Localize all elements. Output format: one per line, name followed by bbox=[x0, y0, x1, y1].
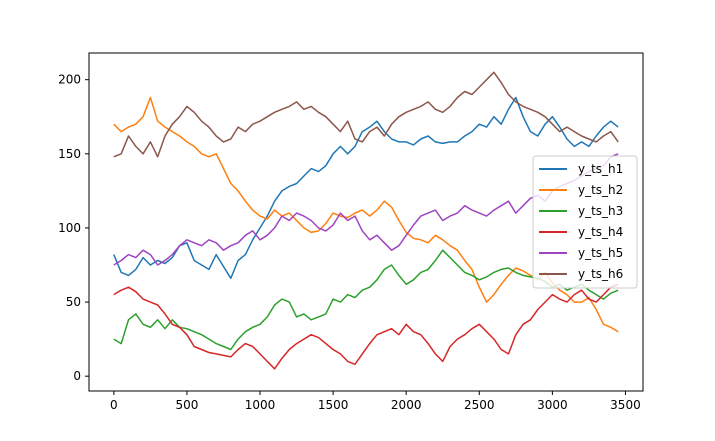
plot-frame bbox=[88, 52, 644, 392]
x-tick-label: 0 bbox=[110, 398, 118, 412]
x-tick-label: 3500 bbox=[610, 398, 641, 412]
y-tick-label: 100 bbox=[58, 221, 81, 235]
series-line-y-ts-h6 bbox=[113, 71, 619, 158]
x-tick-label: 3000 bbox=[537, 398, 568, 412]
x-tick-label: 1500 bbox=[318, 398, 349, 412]
y-tick-label: 150 bbox=[58, 147, 81, 161]
series-layer bbox=[113, 71, 619, 370]
y-tick-label: 200 bbox=[58, 73, 81, 87]
legend-label: y_ts_h3 bbox=[578, 204, 623, 218]
series-line-y-ts-h4 bbox=[113, 283, 619, 370]
y-axis: 0 50 100 150 200 bbox=[58, 73, 89, 383]
x-tick-label: 1000 bbox=[245, 398, 276, 412]
legend-label: y_ts_h5 bbox=[578, 246, 623, 260]
legend-label: y_ts_h2 bbox=[578, 183, 623, 197]
y-tick-label: 0 bbox=[73, 369, 81, 383]
series-line-y-ts-h1 bbox=[113, 96, 619, 280]
x-tick-label: 2500 bbox=[464, 398, 495, 412]
x-tick-label: 2000 bbox=[391, 398, 422, 412]
legend-label: y_ts_h4 bbox=[578, 225, 623, 239]
x-tick-label: 500 bbox=[175, 398, 198, 412]
y-tick-label: 50 bbox=[66, 295, 81, 309]
legend: y_ts_h1 y_ts_h2 y_ts_h3 y_ts_h4 y_ts_h5 y_ts_… bbox=[532, 155, 638, 289]
legend-label: y_ts_h1 bbox=[578, 162, 623, 176]
legend-label: y_ts_h6 bbox=[578, 267, 623, 281]
x-axis: 0 500 1000 1500 2000 2500 3000 3500 bbox=[110, 391, 641, 412]
